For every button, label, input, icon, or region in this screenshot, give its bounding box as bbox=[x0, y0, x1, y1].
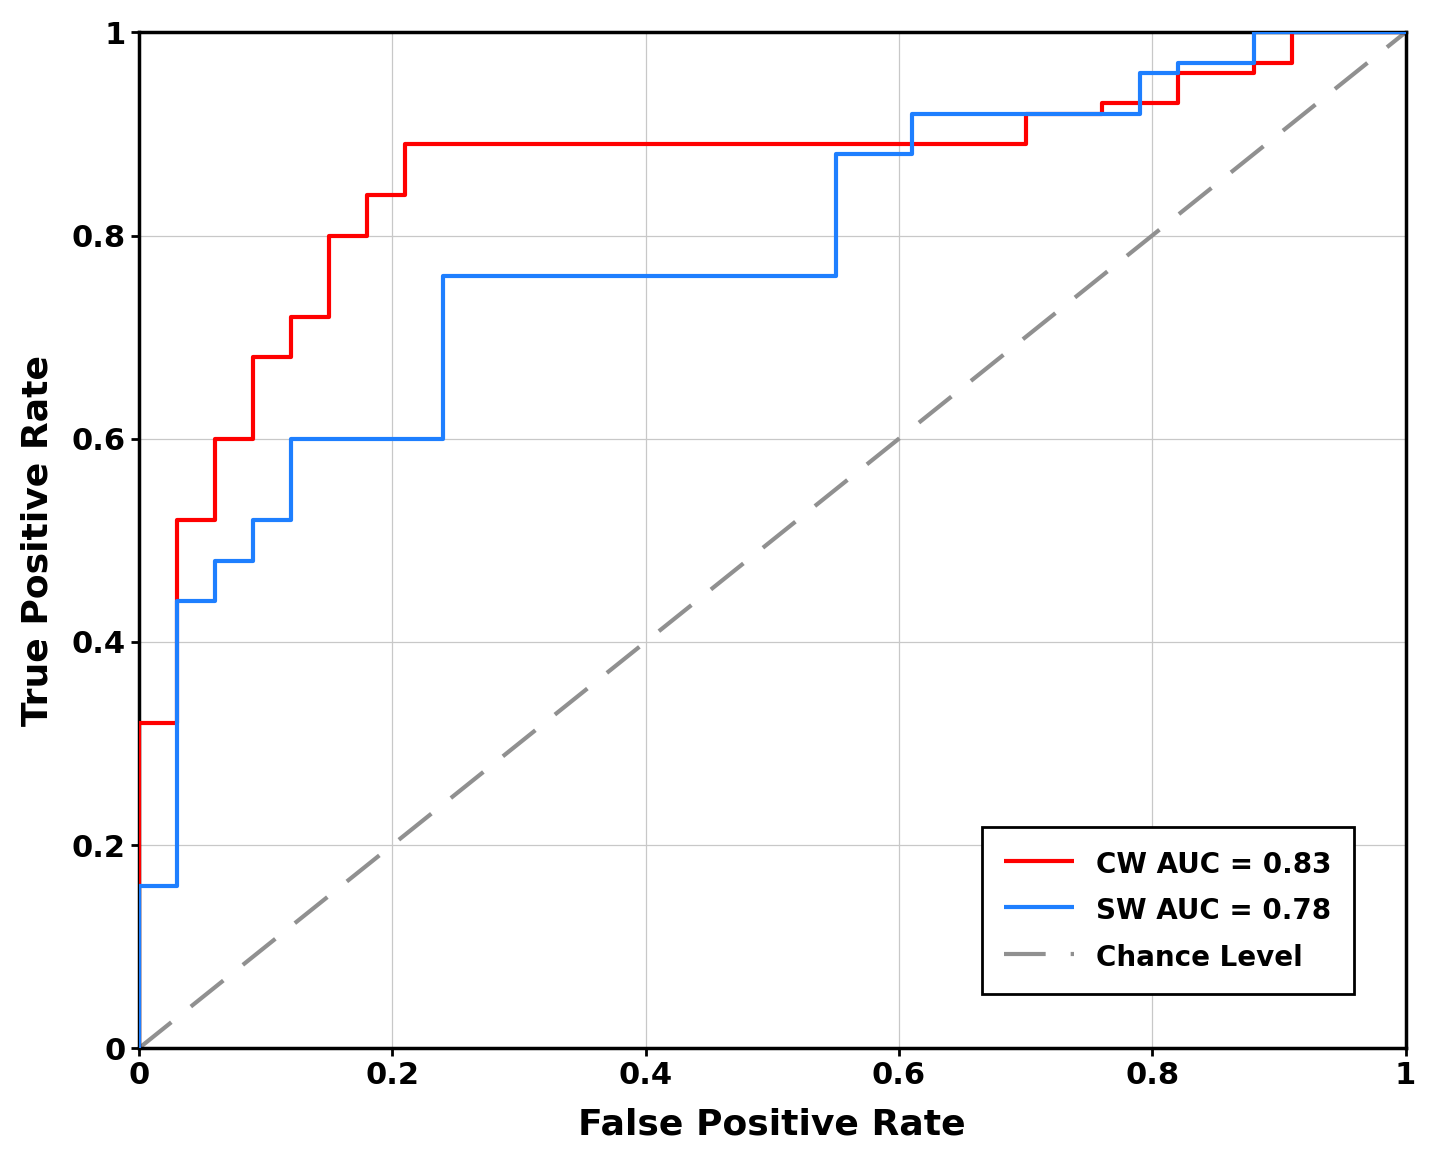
SW AUC = 0.78 bbox=[1131, 107, 1148, 121]
SW AUC = 0.78 bbox=[244, 514, 262, 528]
CW AUC = 0.83 bbox=[244, 432, 262, 446]
SW AUC = 0.78 bbox=[244, 553, 262, 567]
SW AUC = 0.78 bbox=[168, 878, 185, 892]
SW AUC = 0.78 bbox=[434, 432, 451, 446]
CW AUC = 0.83 bbox=[320, 229, 338, 243]
CW AUC = 0.83 bbox=[358, 229, 375, 243]
CW AUC = 0.83 bbox=[1397, 26, 1414, 40]
CW AUC = 0.83 bbox=[205, 514, 223, 528]
CW AUC = 0.83 bbox=[1359, 26, 1377, 40]
SW AUC = 0.78 bbox=[282, 514, 299, 528]
CW AUC = 0.83 bbox=[282, 310, 299, 324]
X-axis label: False Positive Rate: False Positive Rate bbox=[578, 1107, 966, 1141]
CW AUC = 0.83 bbox=[397, 137, 414, 151]
CW AUC = 0.83 bbox=[1017, 107, 1035, 121]
CW AUC = 0.83 bbox=[397, 188, 414, 202]
CW AUC = 0.83 bbox=[1359, 26, 1377, 40]
CW AUC = 0.83 bbox=[1244, 56, 1262, 70]
CW AUC = 0.83 bbox=[434, 137, 451, 151]
SW AUC = 0.78 bbox=[1397, 26, 1414, 40]
SW AUC = 0.78 bbox=[826, 148, 844, 162]
SW AUC = 0.78 bbox=[1017, 107, 1035, 121]
CW AUC = 0.83 bbox=[244, 351, 262, 365]
SW AUC = 0.78 bbox=[282, 432, 299, 446]
SW AUC = 0.78 bbox=[205, 594, 223, 608]
CW AUC = 0.83 bbox=[320, 310, 338, 324]
Line: CW AUC = 0.83: CW AUC = 0.83 bbox=[139, 33, 1405, 1048]
CW AUC = 0.83 bbox=[826, 137, 844, 151]
Line: SW AUC = 0.78: SW AUC = 0.78 bbox=[139, 33, 1405, 1048]
CW AUC = 0.83 bbox=[1283, 56, 1300, 70]
CW AUC = 0.83 bbox=[1244, 66, 1262, 80]
CW AUC = 0.83 bbox=[1168, 96, 1186, 110]
SW AUC = 0.78 bbox=[1244, 26, 1262, 40]
Legend: CW AUC = 0.83, SW AUC = 0.78, Chance Level: CW AUC = 0.83, SW AUC = 0.78, Chance Lev… bbox=[981, 827, 1354, 994]
SW AUC = 0.78 bbox=[131, 878, 148, 892]
SW AUC = 0.78 bbox=[434, 270, 451, 284]
CW AUC = 0.83 bbox=[1017, 137, 1035, 151]
SW AUC = 0.78 bbox=[168, 594, 185, 608]
CW AUC = 0.83 bbox=[168, 514, 185, 528]
SW AUC = 0.78 bbox=[1168, 56, 1186, 70]
CW AUC = 0.83 bbox=[1094, 96, 1111, 110]
SW AUC = 0.78 bbox=[1131, 66, 1148, 80]
SW AUC = 0.78 bbox=[205, 553, 223, 567]
CW AUC = 0.83 bbox=[1283, 26, 1300, 40]
CW AUC = 0.83 bbox=[826, 137, 844, 151]
CW AUC = 0.83 bbox=[168, 716, 185, 730]
SW AUC = 0.78 bbox=[826, 270, 844, 284]
SW AUC = 0.78 bbox=[1283, 26, 1300, 40]
CW AUC = 0.83 bbox=[1168, 66, 1186, 80]
SW AUC = 0.78 bbox=[1359, 26, 1377, 40]
CW AUC = 0.83 bbox=[1094, 107, 1111, 121]
CW AUC = 0.83 bbox=[434, 137, 451, 151]
SW AUC = 0.78 bbox=[902, 107, 920, 121]
SW AUC = 0.78 bbox=[131, 1041, 148, 1055]
SW AUC = 0.78 bbox=[1244, 56, 1262, 70]
SW AUC = 0.78 bbox=[1017, 107, 1035, 121]
CW AUC = 0.83 bbox=[282, 351, 299, 365]
SW AUC = 0.78 bbox=[1168, 66, 1186, 80]
SW AUC = 0.78 bbox=[902, 148, 920, 162]
CW AUC = 0.83 bbox=[358, 188, 375, 202]
SW AUC = 0.78 bbox=[1359, 26, 1377, 40]
SW AUC = 0.78 bbox=[1283, 26, 1300, 40]
CW AUC = 0.83 bbox=[131, 1041, 148, 1055]
CW AUC = 0.83 bbox=[205, 432, 223, 446]
Y-axis label: True Positive Rate: True Positive Rate bbox=[20, 354, 55, 726]
CW AUC = 0.83 bbox=[131, 716, 148, 730]
